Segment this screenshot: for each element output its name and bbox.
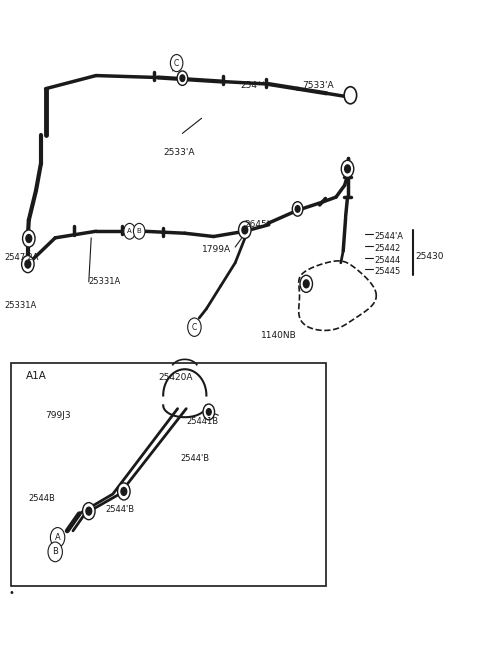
- Circle shape: [239, 221, 251, 238]
- Text: 799J3: 799J3: [46, 411, 71, 420]
- Text: A1A: A1A: [26, 371, 47, 381]
- Text: 2544'A: 2544'A: [374, 232, 403, 241]
- Circle shape: [118, 483, 130, 500]
- Circle shape: [242, 226, 248, 234]
- Circle shape: [341, 160, 354, 177]
- Circle shape: [303, 280, 309, 288]
- Text: B: B: [52, 547, 58, 556]
- Circle shape: [83, 503, 95, 520]
- Text: A: A: [55, 533, 60, 542]
- Text: 2544B: 2544B: [29, 493, 56, 503]
- Text: 2544'B: 2544'B: [180, 454, 209, 463]
- Text: 2547'2A: 2547'2A: [5, 253, 39, 262]
- Circle shape: [121, 487, 127, 495]
- Text: 25430: 25430: [415, 252, 444, 261]
- Text: 25444: 25444: [374, 256, 401, 265]
- Circle shape: [206, 409, 211, 415]
- Circle shape: [23, 230, 35, 247]
- Text: •: •: [9, 587, 14, 598]
- Circle shape: [177, 71, 188, 85]
- Text: 7533'A: 7533'A: [302, 81, 334, 90]
- Text: C: C: [192, 323, 197, 332]
- Circle shape: [295, 206, 300, 212]
- Text: 1799A: 1799A: [202, 245, 231, 254]
- Text: C: C: [174, 58, 179, 68]
- Text: 254**: 254**: [240, 81, 266, 90]
- Circle shape: [188, 318, 201, 336]
- Circle shape: [48, 542, 62, 562]
- Circle shape: [292, 202, 303, 216]
- Circle shape: [86, 507, 92, 515]
- Circle shape: [300, 275, 312, 292]
- Circle shape: [170, 55, 183, 72]
- Text: 25331A: 25331A: [5, 301, 37, 310]
- Text: 25331A: 25331A: [89, 277, 121, 286]
- Bar: [11, 363, 326, 586]
- Circle shape: [50, 528, 65, 547]
- Text: 2533'A: 2533'A: [163, 148, 195, 157]
- Circle shape: [344, 87, 357, 104]
- Circle shape: [25, 260, 31, 268]
- Text: A: A: [127, 228, 132, 235]
- Circle shape: [345, 165, 350, 173]
- Text: 25420A: 25420A: [158, 373, 193, 382]
- Circle shape: [22, 256, 34, 273]
- Text: 1140NB: 1140NB: [261, 330, 296, 340]
- Circle shape: [133, 223, 145, 239]
- Text: 2645': 2645': [245, 220, 270, 229]
- Text: 25442: 25442: [374, 244, 401, 253]
- Circle shape: [180, 75, 185, 81]
- Text: B: B: [137, 228, 142, 235]
- Circle shape: [203, 404, 215, 420]
- Circle shape: [26, 235, 32, 242]
- Text: 2544'B: 2544'B: [106, 505, 135, 514]
- Circle shape: [124, 223, 135, 239]
- Text: 25445: 25445: [374, 267, 401, 277]
- Text: 25441B: 25441B: [186, 417, 218, 426]
